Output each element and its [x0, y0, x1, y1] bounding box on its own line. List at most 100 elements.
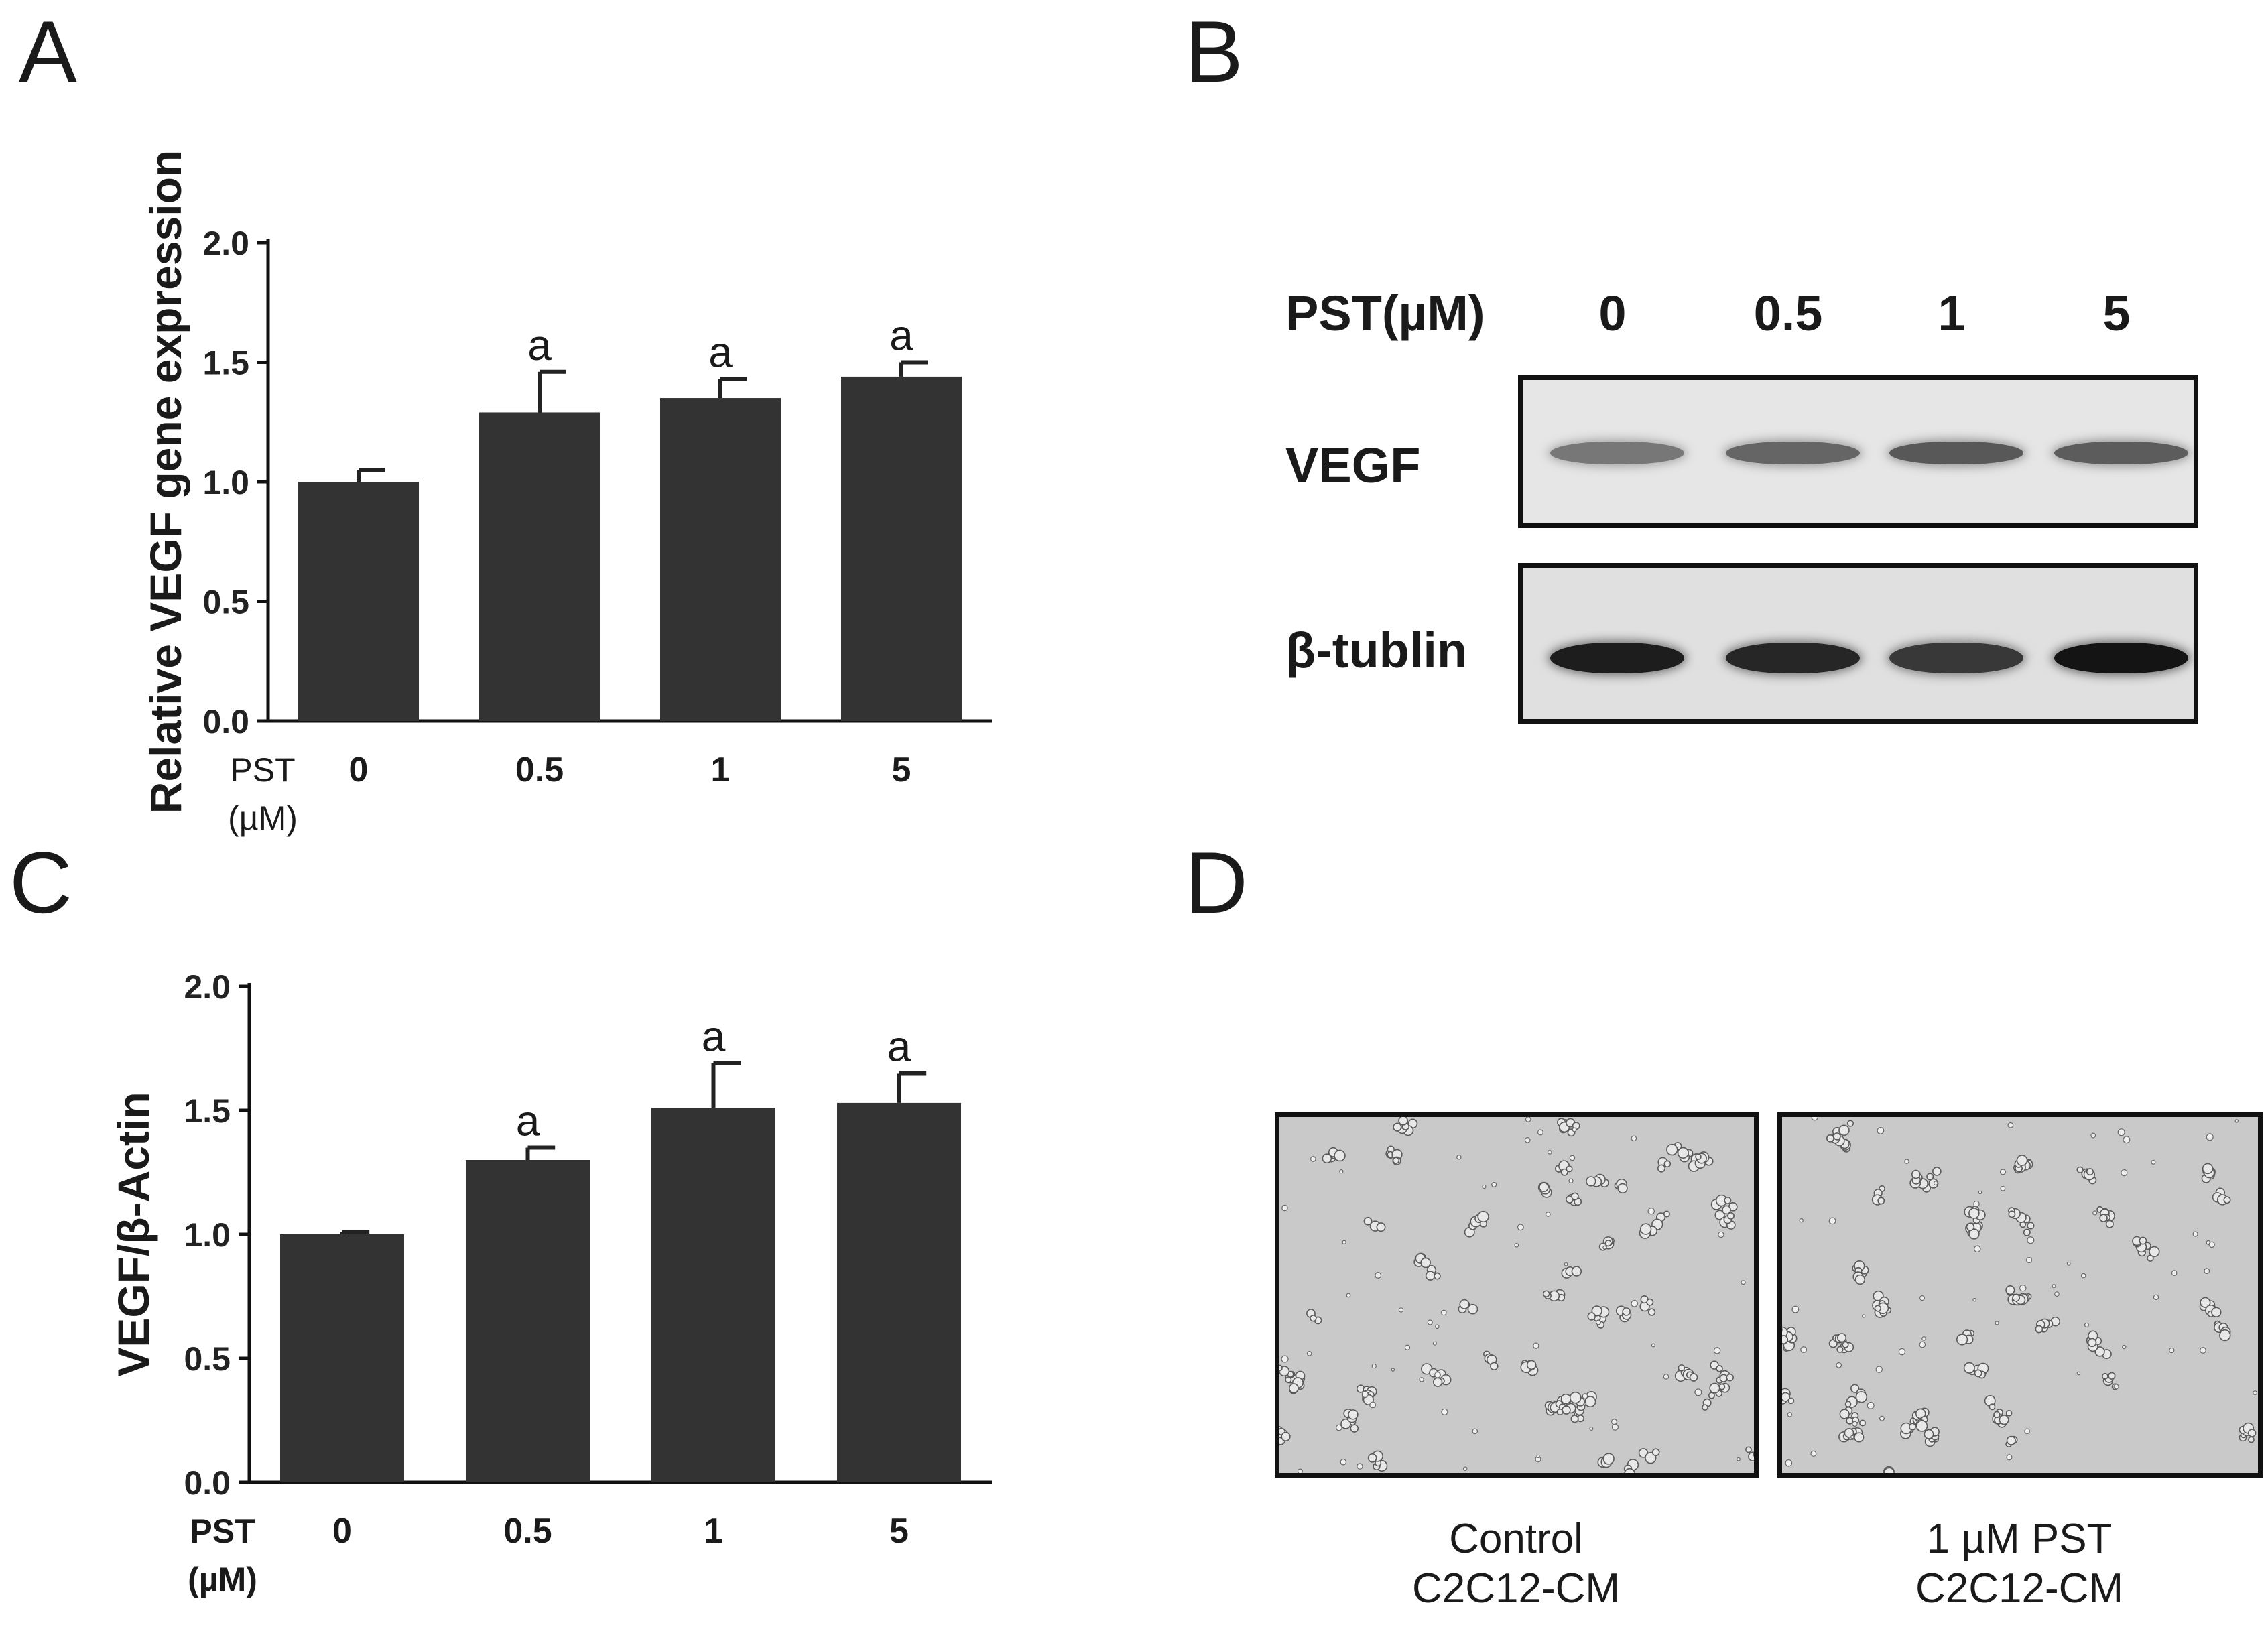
bar — [280, 1234, 404, 1482]
cell — [1846, 1417, 1854, 1425]
cell — [2153, 1294, 2159, 1301]
cell — [2023, 1228, 2031, 1236]
cell — [1525, 1117, 1531, 1122]
cell — [1647, 1308, 1656, 1316]
cell — [1340, 1459, 1347, 1466]
cell — [1737, 1457, 1741, 1461]
cell — [2171, 1270, 2178, 1276]
bar — [651, 1108, 775, 1482]
cell — [1645, 1451, 1657, 1464]
cell — [2025, 1256, 2033, 1264]
cell — [1713, 1347, 1721, 1354]
cell — [1714, 1210, 1725, 1220]
cell — [1727, 1212, 1735, 1220]
blot-band — [1550, 643, 1684, 673]
cell — [1564, 1262, 1568, 1266]
cell — [1472, 1428, 1478, 1435]
cell — [1709, 1382, 1720, 1394]
cell — [1919, 1341, 1926, 1348]
cell — [1877, 1197, 1885, 1205]
cell — [1933, 1181, 1938, 1186]
y-tick-label: 1.0 — [184, 1216, 231, 1254]
cell — [2151, 1159, 2156, 1165]
cell — [1745, 1446, 1752, 1453]
cell — [1932, 1167, 1942, 1176]
cell — [1371, 1363, 1377, 1369]
cell — [2211, 1307, 2222, 1317]
cell — [1782, 1392, 1791, 1402]
y-tick-label: 0.0 — [202, 703, 249, 740]
cell — [1915, 1420, 1928, 1432]
cell — [1533, 1342, 1539, 1349]
cell — [1617, 1183, 1628, 1194]
cell — [2090, 1132, 2096, 1139]
cell — [1566, 1165, 1573, 1173]
blot-row-label-vegf: VEGF — [1285, 438, 1421, 493]
cell — [2076, 1371, 2081, 1376]
cell — [1435, 1324, 1440, 1329]
cell — [2149, 1246, 2160, 1258]
cell — [1974, 1369, 1982, 1378]
blot-lane-label: 0.5 — [1753, 285, 1823, 341]
cell — [1850, 1384, 1860, 1393]
bar — [466, 1160, 590, 1482]
cell — [2006, 1435, 2016, 1445]
x-tick-label: 0 — [349, 751, 369, 789]
cell — [1722, 1205, 1731, 1215]
cell — [1350, 1424, 1359, 1433]
blot-band — [1889, 442, 2023, 464]
cell — [1310, 1315, 1317, 1322]
y-tick-label: 1.5 — [184, 1092, 231, 1130]
cell — [1963, 1362, 1975, 1374]
cell — [1858, 1419, 1866, 1427]
y-tick-label: 2.0 — [202, 224, 249, 262]
micrograph-image — [1279, 1117, 1754, 1473]
cell — [1782, 1335, 1789, 1344]
blot-header: PST(µM) — [1285, 285, 1485, 341]
blot-strip-tubulin — [1518, 563, 2198, 724]
cell — [1724, 1197, 1732, 1205]
cell — [2006, 1454, 2013, 1461]
cell — [1367, 1453, 1377, 1463]
cell — [1375, 1272, 1382, 1279]
cell — [1281, 1355, 1289, 1363]
cell — [1973, 1200, 1980, 1208]
x-axis-label: PST — [190, 1512, 255, 1550]
cell — [1877, 1127, 1885, 1134]
y-tick-label: 2.0 — [184, 968, 231, 1006]
cell — [1622, 1307, 1631, 1316]
cell — [1677, 1147, 1689, 1159]
cell — [1708, 1392, 1715, 1399]
cell — [1361, 1390, 1369, 1399]
cell — [1434, 1272, 1441, 1280]
cell — [2066, 1261, 2071, 1266]
cell — [1787, 1412, 1793, 1417]
cell — [2086, 1168, 2094, 1176]
cell — [2208, 1241, 2215, 1248]
cell — [2247, 1429, 2257, 1437]
cell — [1854, 1274, 1865, 1285]
cell — [1666, 1143, 1678, 1156]
cell — [2084, 1322, 2089, 1327]
cell — [1420, 1257, 1431, 1269]
cell — [1875, 1366, 1883, 1373]
cell — [1647, 1208, 1655, 1215]
blot-band — [1726, 442, 1860, 464]
cell — [1602, 1453, 1615, 1465]
cell — [1517, 1224, 1524, 1231]
cell — [1995, 1321, 1999, 1325]
cell — [1753, 1451, 1754, 1457]
cell — [1874, 1305, 1881, 1312]
cell — [1467, 1303, 1478, 1315]
cell — [1376, 1222, 1386, 1232]
panel-letter-b: B — [1185, 3, 1243, 101]
cell — [1911, 1169, 1921, 1179]
cell — [2027, 1236, 2035, 1244]
significance-label: a — [708, 328, 733, 376]
blot-row-label-tubulin: β-tublin — [1285, 623, 1468, 678]
cell — [1800, 1346, 1808, 1353]
cell — [2248, 1436, 2255, 1443]
cell — [1867, 1401, 1875, 1409]
blot-lane-label: 1 — [1938, 285, 1966, 341]
cell — [1570, 1415, 1579, 1423]
